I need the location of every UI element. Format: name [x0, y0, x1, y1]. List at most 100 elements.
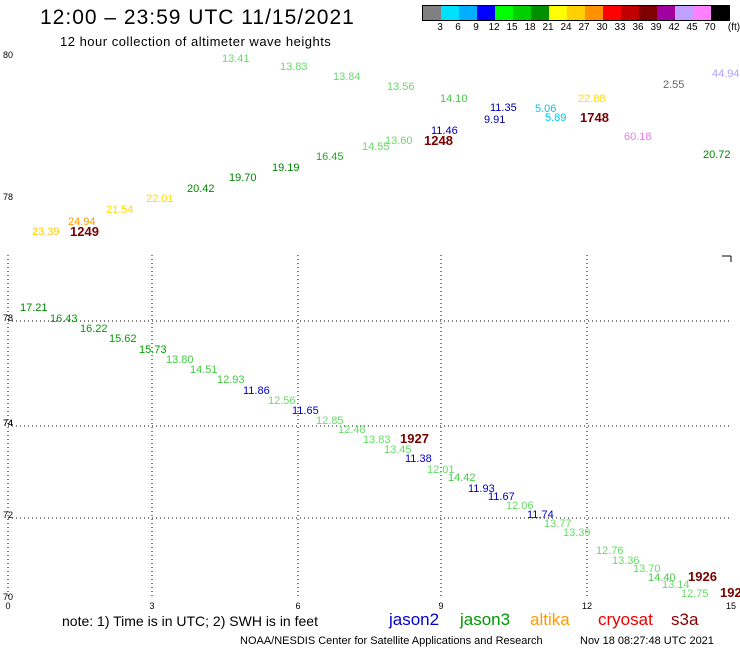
time-label: 9	[438, 601, 443, 611]
legend-label: 6	[455, 22, 461, 33]
swh-value: 13.45	[384, 444, 412, 456]
swh-value: 11.86	[243, 385, 270, 397]
legend-swatch	[675, 6, 693, 20]
swh-value: 12.48	[338, 424, 366, 436]
swh-value: 20.72	[703, 149, 731, 161]
swh-value: 5.89	[545, 112, 566, 124]
legend-swatch	[423, 6, 441, 20]
swh-value: 9.91	[484, 114, 505, 126]
swh-value: 2.55	[663, 79, 684, 91]
swh-value: 13.14	[662, 579, 690, 591]
legend-label: 30	[596, 22, 608, 33]
swh-value: 20.42	[187, 183, 215, 195]
swh-value: 11.38	[405, 453, 432, 465]
swh-value: 13.70	[633, 563, 661, 575]
swh-value: 11.67	[488, 491, 515, 503]
satellite-jason2: jason2	[389, 610, 440, 629]
legend-swatch	[495, 6, 513, 20]
latitude-label: 74	[3, 418, 13, 428]
orbit-rev-label: 1926	[688, 569, 717, 584]
swh-value: 13.56	[387, 81, 415, 93]
time-label: 12	[582, 601, 592, 611]
swh-value: 14.51	[190, 364, 218, 376]
legend-swatch	[513, 6, 531, 20]
swh-value: 14.55	[362, 141, 390, 153]
legend-label: 33	[614, 22, 626, 33]
swh-value: 16.43	[50, 313, 78, 325]
swh-value: 12.06	[506, 500, 534, 512]
legend-label: 45	[686, 22, 698, 33]
swh-value: 12.01	[427, 464, 455, 476]
swh-value: 14.40	[648, 572, 676, 584]
generated-timestamp: Nov 18 08:27:48 UTC 2021	[580, 635, 714, 647]
swh-value: 44.94	[712, 68, 740, 80]
orbit-rev-label: 1249	[70, 224, 99, 239]
legend-label: 21	[542, 22, 554, 33]
legend-label: 27	[578, 22, 590, 33]
legend-swatch	[477, 6, 495, 20]
swh-value: 22.01	[146, 193, 174, 205]
legend-label: 9	[473, 22, 479, 33]
legend-labels: 3 6 9 12 15 18 21 24 27 30 33 36 39 42 45 70 (ft)	[422, 22, 740, 34]
legend-label: 36	[632, 22, 644, 33]
map-title: 12:00 – 23:59 UTC 11/15/2021	[40, 6, 355, 29]
swh-value: 13.84	[333, 71, 361, 83]
latitude-label: 74	[3, 418, 13, 428]
legend-label: 42	[668, 22, 680, 33]
satellite-jason3: jason3	[460, 610, 511, 629]
legend-label: 39	[650, 22, 662, 33]
footnote: note: 1) Time is in UTC; 2) SWH is in fe…	[62, 613, 318, 629]
legend-label: (ft)	[727, 22, 740, 33]
swh-value: 12.76	[596, 545, 624, 557]
swh-value: 11.93	[468, 483, 495, 495]
legend-label: 24	[560, 22, 572, 33]
swh-value: 19.70	[229, 172, 257, 184]
swh-value: 12.56	[268, 395, 296, 407]
swh-value: 12.75	[681, 588, 709, 600]
swh-value: 13.77	[544, 518, 572, 530]
swh-value: 22.88	[578, 93, 606, 105]
legend-swatch	[639, 6, 657, 20]
time-label: 6	[295, 601, 300, 611]
legend-swatch	[711, 6, 729, 20]
swh-value: 24.94	[68, 216, 96, 228]
legend-label: 12	[488, 22, 500, 33]
swh-value: 12.93	[217, 374, 245, 386]
swh-value: 13.39	[563, 527, 591, 539]
swh-value: 15.73	[139, 344, 167, 356]
swh-value: 16.22	[80, 323, 108, 335]
latitude-label: 72	[3, 510, 13, 520]
satellite-altika: altika	[530, 610, 570, 629]
legend-swatch	[693, 6, 711, 20]
map-subtitle: 12 hour collection of altimeter wave hei…	[60, 34, 332, 49]
legend-swatch	[531, 6, 549, 20]
swh-value: 13.36	[612, 555, 640, 567]
legend-swatch	[585, 6, 603, 20]
satellite-s3a: s3a	[671, 610, 699, 629]
legend-swatch	[459, 6, 477, 20]
swh-value: 13.80	[166, 354, 194, 366]
swh-value: 60.18	[624, 131, 652, 143]
credit-line: NOAA/NESDIS Center for Satellite Applica…	[240, 635, 543, 647]
swh-value: 11.35	[490, 102, 517, 114]
orbit-rev-label: 1248	[424, 133, 453, 148]
legend-label: 15	[506, 22, 518, 33]
swh-value: 11.46	[431, 125, 458, 137]
swh-value: 16.45	[316, 151, 344, 163]
swh-value: 11.74	[527, 509, 554, 521]
legend-swatch	[621, 6, 639, 20]
latitude-label: 70	[3, 592, 13, 602]
legend-label: 18	[524, 22, 536, 33]
swh-value: 12.85	[316, 415, 344, 427]
swh-value: 14.42	[448, 472, 476, 484]
legend-swatch	[657, 6, 675, 20]
time-label: 0	[5, 601, 10, 611]
latitude-label: 78	[3, 313, 13, 323]
color-legend	[422, 5, 730, 21]
swh-value: 5.06	[535, 103, 556, 115]
orbit-rev-label: 192	[720, 585, 740, 600]
orbit-rev-label: 1927	[400, 431, 429, 446]
latitude-label: 78	[3, 192, 13, 202]
legend-swatch	[603, 6, 621, 20]
